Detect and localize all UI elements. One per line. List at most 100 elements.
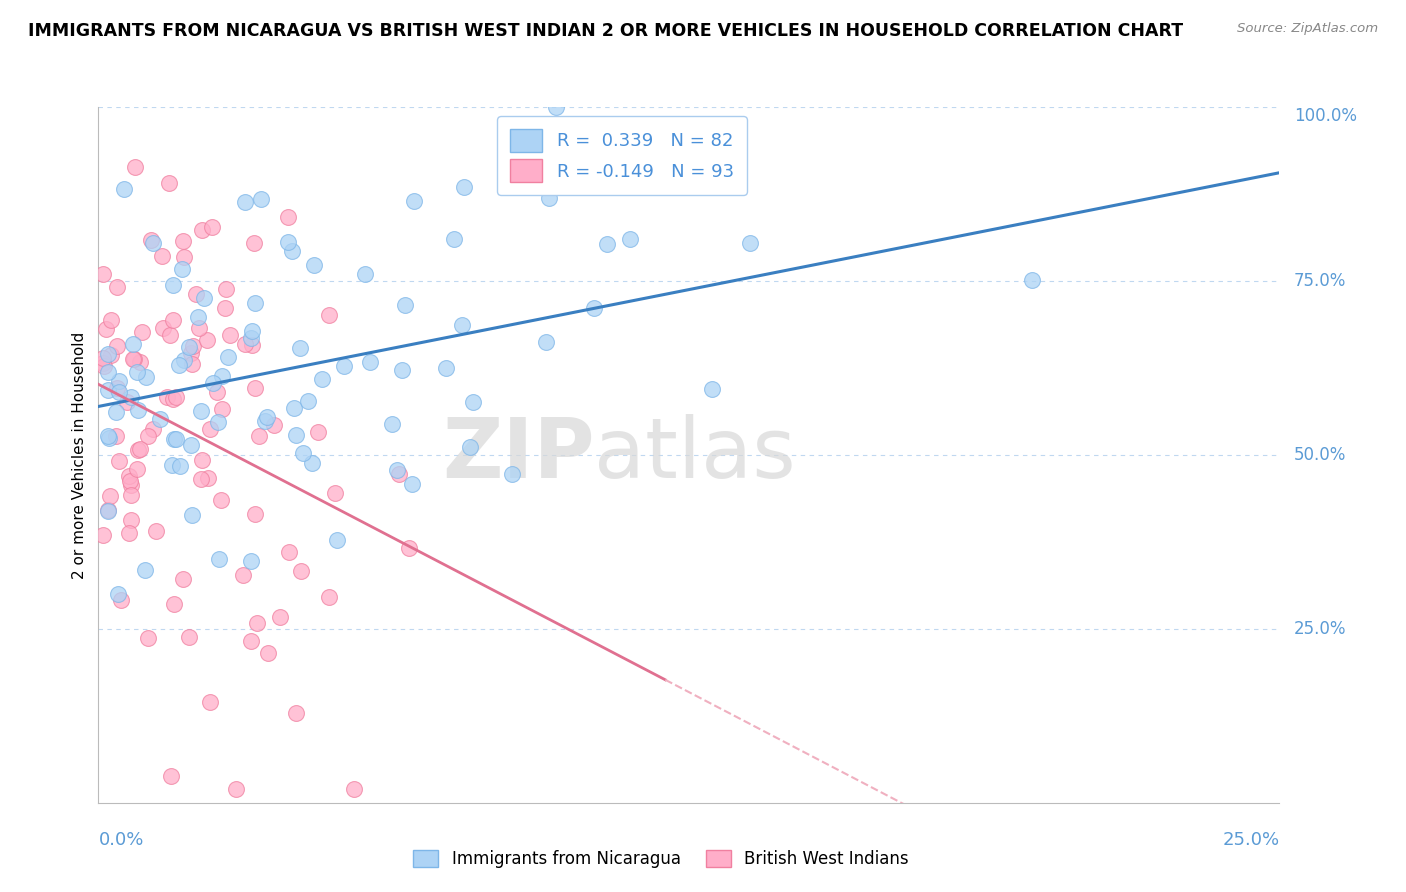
Point (253, 414, 276, 428)
Point (180, 346, 202, 360)
Point (240, 554, 263, 568)
Point (122, 352, 145, 367)
Point (209, 492, 232, 507)
Point (201, 219, 224, 234)
Point (596, 237, 619, 252)
Point (243, 296, 266, 310)
Point (191, 453, 214, 467)
Point (162, 277, 184, 292)
Point (333, 359, 356, 373)
Point (180, 358, 202, 372)
Point (181, 339, 204, 353)
Point (129, 355, 152, 369)
Point (290, 564, 312, 578)
Point (115, 395, 138, 409)
Point (291, 446, 314, 460)
Point (152, 321, 174, 335)
Point (169, 459, 191, 474)
Point (118, 525, 141, 540)
Point (177, 340, 200, 354)
Point (285, 428, 308, 442)
Point (240, 338, 263, 352)
Point (388, 467, 411, 481)
Point (94, 321, 117, 335)
Point (100, 348, 122, 362)
Point (394, 298, 416, 312)
Point (325, 486, 347, 500)
Point (135, 370, 157, 384)
Point (283, 401, 305, 415)
Point (391, 363, 413, 377)
Text: Source: ZipAtlas.com: Source: ZipAtlas.com (1237, 22, 1378, 36)
Point (105, 279, 128, 293)
Point (233, 195, 256, 210)
Point (165, 390, 187, 404)
Point (263, 418, 285, 433)
Point (398, 541, 420, 555)
Point (108, 385, 131, 400)
Point (107, 587, 129, 601)
Point (582, 301, 605, 315)
Y-axis label: 2 or more Vehicles in Household: 2 or more Vehicles in Household (72, 331, 87, 579)
Point (702, 382, 724, 396)
Point (162, 313, 184, 327)
Point (205, 385, 228, 400)
Text: 75.0%: 75.0% (1294, 272, 1346, 290)
Point (546, 100, 568, 114)
Point (98, 489, 121, 503)
Point (93, 359, 115, 374)
Point (311, 372, 333, 386)
Text: atlas: atlas (595, 415, 796, 495)
Point (155, 390, 177, 404)
Point (173, 250, 195, 264)
Point (215, 282, 238, 296)
Point (247, 429, 270, 443)
Point (534, 334, 557, 349)
Point (157, 176, 180, 190)
Point (142, 422, 165, 436)
Point (120, 488, 142, 502)
Point (163, 432, 186, 446)
Point (91, 528, 114, 542)
Point (187, 310, 209, 324)
Point (91, 267, 114, 281)
Point (162, 392, 184, 406)
Text: ZIP: ZIP (441, 415, 595, 495)
Point (105, 381, 128, 395)
Point (537, 191, 560, 205)
Point (243, 381, 266, 395)
Point (277, 235, 299, 249)
Text: 25.0%: 25.0% (1294, 620, 1346, 638)
Point (191, 223, 214, 237)
Point (165, 432, 187, 446)
Point (232, 568, 254, 582)
Point (453, 180, 475, 194)
Point (120, 474, 142, 488)
Point (188, 321, 211, 335)
Point (150, 249, 173, 263)
Point (124, 351, 146, 366)
Point (134, 563, 156, 577)
Point (105, 405, 128, 419)
Point (107, 374, 129, 388)
Point (463, 395, 485, 409)
Point (256, 409, 278, 424)
Point (129, 442, 152, 457)
Legend: R =  0.339   N = 82, R = -0.149   N = 93: R = 0.339 N = 82, R = -0.149 N = 93 (498, 116, 747, 195)
Point (214, 301, 236, 316)
Point (217, 350, 239, 364)
Point (240, 324, 263, 338)
Point (343, 781, 366, 796)
Point (385, 463, 408, 477)
Point (160, 458, 183, 472)
Point (184, 286, 207, 301)
Point (97, 346, 120, 360)
Legend: Immigrants from Nicaragua, British West Indians: Immigrants from Nicaragua, British West … (406, 843, 915, 875)
Point (211, 402, 233, 417)
Point (207, 416, 229, 430)
Point (359, 355, 381, 369)
Point (297, 393, 319, 408)
Point (240, 633, 263, 648)
Text: IMMIGRANTS FROM NICARAGUA VS BRITISH WEST INDIAN 2 OR MORE VEHICLES IN HOUSEHOLD: IMMIGRANTS FROM NICARAGUA VS BRITISH WES… (28, 22, 1184, 40)
Point (302, 258, 325, 272)
